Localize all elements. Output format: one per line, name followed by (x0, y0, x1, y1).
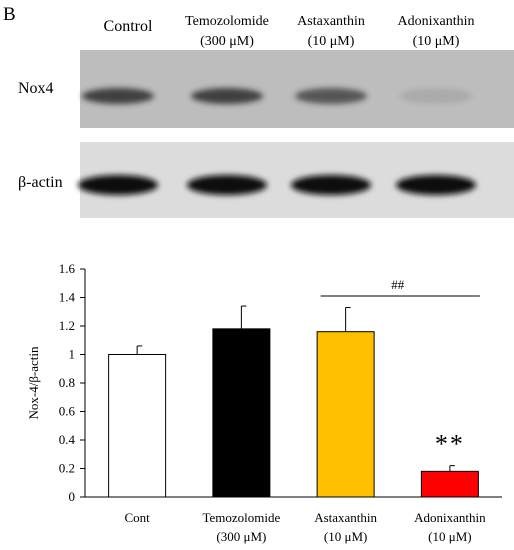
y-tick-label: 0 (69, 489, 76, 504)
bracket-label: ## (391, 277, 405, 292)
x-tick-sublabel: (10 μM) (324, 529, 367, 544)
blot-row-label: Nox4 (18, 80, 54, 97)
blot-band (191, 88, 263, 104)
y-tick-label: 1 (69, 347, 76, 362)
y-tick-label: 0.6 (59, 404, 76, 419)
lane-label: Adonixanthin (398, 14, 475, 29)
lane-label: Control (104, 18, 153, 35)
blot-band (82, 88, 154, 104)
y-axis-label: Nox-4/β-actin (26, 346, 41, 420)
lane-sublabel: (10 μM) (308, 34, 355, 49)
x-tick-label: Adonixanthin (414, 510, 486, 525)
blot-band (400, 88, 472, 104)
blot-row-label: β-actin (18, 174, 63, 191)
x-tick-label: Temozolomide (202, 510, 280, 525)
significance-stars: ** (435, 430, 465, 459)
western-blot: Control Temozolomide (300 μM) Astaxanthin (1… (18, 14, 514, 218)
x-tick-label: Astaxanthin (314, 510, 377, 525)
bar (316, 331, 375, 498)
y-tick-label: 1.6 (59, 261, 76, 276)
y-tick-label: 1.2 (59, 318, 75, 333)
lane-sublabel: (10 μM) (413, 34, 460, 49)
lane-sublabel: (300 μM) (200, 34, 254, 49)
bar (212, 328, 271, 498)
bar (420, 470, 479, 498)
blot-band (295, 88, 367, 104)
blot-band (78, 175, 158, 195)
x-tick-label: Cont (124, 510, 150, 525)
x-tick-sublabel: (10 μM) (428, 529, 471, 544)
lane-label: Astaxanthin (297, 14, 365, 29)
bar-chart: 0 0.2 0.4 0.6 0.8 1 1.2 1.4 1.6 Nox-4/β-actin Cont… (26, 261, 502, 544)
y-tick-label: 0.4 (59, 432, 76, 447)
blot-band (187, 175, 267, 195)
lane-label: Temozolomide (185, 14, 269, 29)
y-tick-label: 1.4 (59, 290, 76, 305)
y-tick-label: 0.8 (59, 375, 75, 390)
blot-band (291, 175, 371, 195)
y-tick-label: 0.2 (59, 461, 75, 476)
bar (108, 354, 167, 498)
panel-label: B (3, 4, 16, 25)
blot-band (396, 175, 476, 195)
x-tick-sublabel: (300 μM) (216, 529, 266, 544)
